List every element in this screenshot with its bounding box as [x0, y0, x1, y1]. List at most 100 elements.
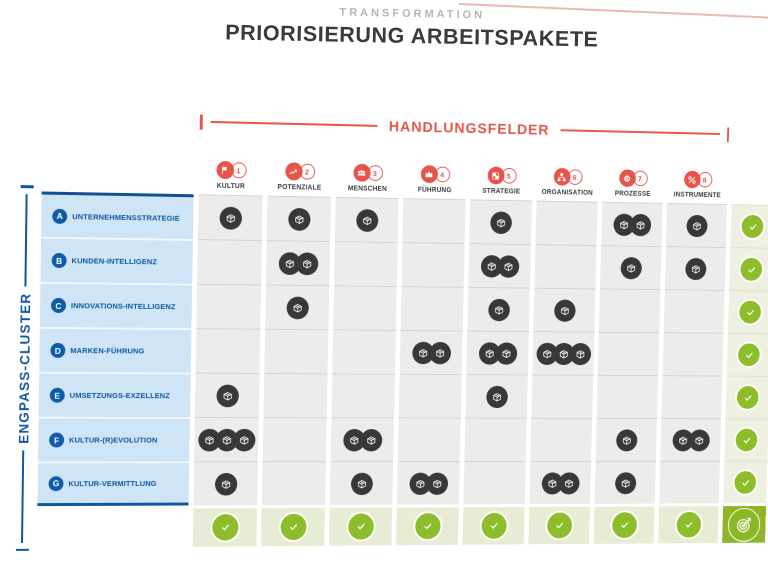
matrix-cell-f-5 — [464, 417, 527, 462]
column-header-label: MENSCHEN — [347, 185, 388, 193]
matrix-cell-b-3 — [334, 241, 398, 287]
column-check-cell-5 — [462, 504, 525, 545]
check-icon — [345, 511, 376, 542]
matrix-cell-g-5 — [463, 460, 526, 505]
package-icon — [428, 341, 451, 364]
row-header-label: UMSETZUNGS-EXZELLENZ — [69, 390, 170, 401]
matrix-cell-b-6 — [534, 244, 597, 289]
matrix-cell-d-1 — [195, 328, 261, 373]
column-header-prozesse: 7 PROZESSE — [602, 150, 664, 203]
title-block: TRANSFORMATION PRIORISIERUNG ARBEITSPAKE… — [56, 1, 768, 56]
package-icon — [215, 384, 239, 407]
matrix-cell-f-4 — [397, 417, 461, 462]
matrix-cell-b-4 — [401, 242, 465, 287]
matrix-cell-c-2 — [265, 284, 330, 330]
row-header-kunden-intelligenz: B KUNDEN-INTELLIGENZ — [40, 236, 193, 284]
bracket-tick-left — [199, 114, 203, 130]
package-icon — [688, 429, 710, 451]
check-icon — [478, 510, 509, 541]
handlungsfelder-bracket: HANDLUNGSFELDER — [199, 109, 730, 147]
matrix-cell-g-7 — [594, 460, 656, 504]
check-icon — [544, 510, 574, 541]
package-icon — [232, 428, 256, 451]
matrix-cell-a-7 — [601, 201, 663, 247]
check-column-header-empty — [732, 153, 768, 205]
matrix-cell-b-7 — [600, 245, 662, 290]
package-icon — [615, 428, 638, 451]
package-icon — [487, 298, 510, 321]
matrix-cell-e-2 — [263, 373, 328, 418]
trend-up-icon — [284, 162, 303, 181]
row-check-cell-g — [723, 460, 768, 504]
column-icon-pair: 3 — [352, 163, 383, 182]
column-header-kultur: 1 KULTUR — [199, 141, 264, 196]
matrix-cell-b-2 — [265, 240, 331, 286]
column-icon-pair: 6 — [553, 167, 583, 186]
matrix-cell-c-8 — [663, 289, 725, 333]
column-check-cell-6 — [528, 503, 591, 545]
row-header-label: KULTUR-VERMITTLUNG — [68, 478, 157, 488]
package-icon — [285, 296, 309, 319]
row-letter-badge: F — [49, 432, 65, 448]
column-check-cell-4 — [396, 504, 459, 546]
columns-axis-label: HANDLUNGSFELDER — [388, 117, 550, 139]
bracket-line-bottom — [20, 450, 25, 543]
matrix-cell-f-8 — [660, 418, 722, 461]
column-check-cell-7 — [593, 503, 655, 544]
package-icon — [629, 213, 651, 236]
matrix-cell-d-4 — [399, 329, 463, 375]
priority-matrix-figure: HANDLUNGSFELDER ENGPASS-CLUSTER 1 KULTUR 2… — [7, 98, 768, 561]
column-header-label: POTENZIALE — [277, 183, 322, 192]
row-check-cell-f — [724, 418, 768, 461]
matrix-cell-f-7 — [595, 417, 657, 461]
column-check-cell-8 — [658, 503, 719, 544]
column-header-potenziale: 2 POTENZIALE — [268, 142, 333, 197]
matrix-cell-a-1 — [197, 194, 263, 241]
matrix-cell-c-1 — [196, 283, 262, 329]
bracket-tick-bottom — [15, 548, 29, 551]
row-letter-badge: D — [50, 342, 66, 358]
matrix-cell-g-3 — [329, 461, 394, 505]
row-header-label: UNTERNEHMENSSTRATEGIE — [72, 211, 180, 223]
package-icon — [355, 208, 378, 232]
rows-axis-label: ENGPASS-CLUSTER — [15, 292, 33, 445]
matrix-cell-a-8 — [666, 202, 728, 248]
matrix-cell-e-1 — [194, 372, 260, 418]
matrix-cell-d-6 — [532, 331, 595, 375]
matrix-cell-g-2 — [261, 461, 326, 506]
package-icon — [553, 299, 576, 322]
matrix-cell-a-4 — [402, 198, 466, 244]
bracket-line-top — [24, 193, 28, 288]
row-header-umsetzungs-exzellenz: E UMSETZUNGS-EXZELLENZ — [38, 371, 191, 417]
check-icon — [733, 426, 760, 454]
matrix-cell-g-8 — [659, 460, 720, 504]
column-icon-pair: 2 — [284, 162, 315, 181]
matrix-cell-d-5 — [466, 330, 529, 375]
check-icon — [737, 298, 764, 326]
matrix-cell-a-5 — [469, 199, 532, 245]
column-header-label: FÜHRUNG — [417, 186, 452, 195]
package-icon — [557, 471, 580, 494]
column-icon-pair: 7 — [618, 169, 648, 187]
matrix-corner — [42, 137, 195, 194]
bracket-tick-top — [20, 185, 34, 188]
matrix-cell-e-8 — [661, 375, 723, 419]
column-header-label: STRATEGIE — [482, 187, 521, 196]
row-check-cell-b — [729, 247, 768, 291]
row-check-cell-a — [730, 204, 768, 248]
column-icon-pair: 1 — [215, 160, 247, 180]
matrix-cell-d-8 — [662, 332, 724, 376]
matrix-cell-c-5 — [467, 286, 530, 332]
column-icon-pair: 5 — [487, 166, 517, 185]
matrix-cell-d-2 — [264, 328, 329, 374]
matrix-cell-g-1 — [193, 461, 258, 506]
package-icon — [569, 342, 591, 365]
row-letter-badge: G — [48, 475, 64, 491]
matrix-cell-c-7 — [598, 288, 661, 333]
tools-icon — [683, 170, 701, 189]
check-icon — [674, 510, 703, 540]
package-icon — [287, 207, 311, 231]
column-header-f-hrung: 4 FÜHRUNG — [403, 145, 466, 199]
column-header-instrumente: 8 INSTRUMENTE — [667, 151, 728, 204]
priority-matrix: 1 KULTUR 2 POTENZIALE 3 MENSCHEN 4 FÜHRUNG 5 STRA… — [37, 137, 768, 548]
